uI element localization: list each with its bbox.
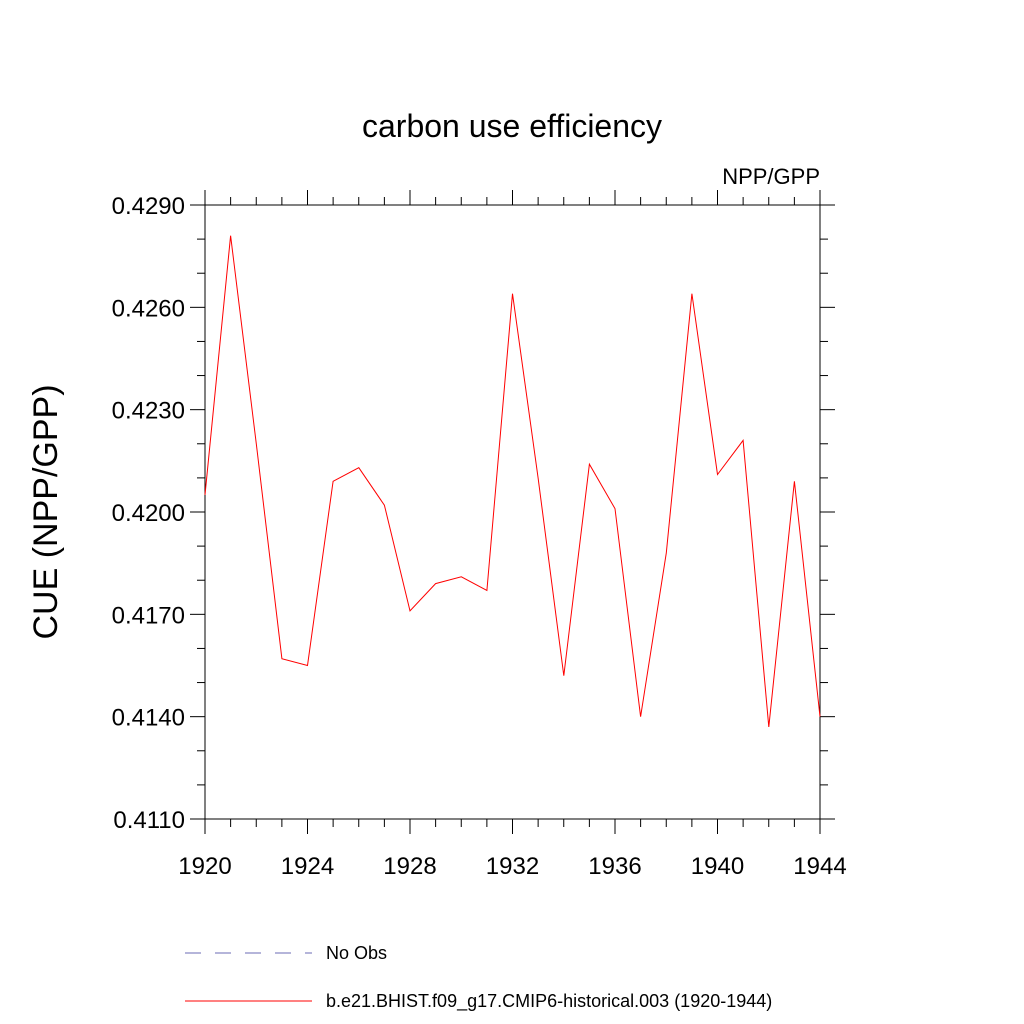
- y-tick-label: 0.4230: [112, 398, 185, 425]
- y-axis-label: CUE (NPP/GPP): [27, 384, 65, 639]
- x-tick-label: 1924: [281, 853, 334, 880]
- series-layer: [204, 235, 821, 727]
- x-tick-label: 1944: [793, 853, 846, 880]
- legend: No Obs b.e21.BHIST.f09_g17.CMIP6-historic…: [185, 943, 772, 1012]
- x-axis-ticks: 1920 1924 1928 1932 1936 1940 1944: [178, 190, 847, 880]
- chart-title: carbon use efficiency: [362, 108, 662, 144]
- y-tick-label: 0.4140: [112, 705, 185, 732]
- legend-label: b.e21.BHIST.f09_g17.CMIP6-historical.003…: [326, 991, 772, 1012]
- legend-label: No Obs: [326, 943, 387, 963]
- y-tick-label: 0.4110: [113, 807, 185, 834]
- y-tick-label: 0.4260: [112, 295, 185, 322]
- x-tick-label: 1932: [486, 853, 539, 880]
- x-tick-label: 1940: [691, 853, 744, 880]
- series-line: [204, 235, 821, 727]
- y-axis-ticks: 0.4110 0.4140 0.4170 0.4200 0.4230 0.4260 0.42…: [112, 193, 835, 834]
- y-tick-label: 0.4290: [112, 193, 185, 220]
- x-tick-label: 1936: [588, 853, 641, 880]
- x-tick-label: 1928: [383, 853, 436, 880]
- y-tick-label: 0.4170: [112, 602, 185, 629]
- chart-subtitle: NPP/GPP: [722, 164, 820, 189]
- y-tick-label: 0.4200: [112, 500, 185, 527]
- x-tick-label: 1920: [178, 853, 231, 880]
